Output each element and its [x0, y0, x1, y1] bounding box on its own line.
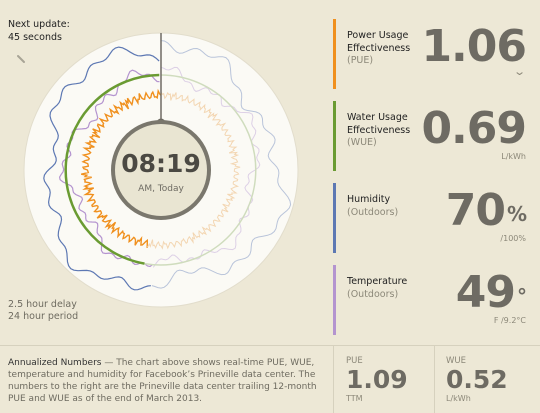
humidity-color-bar [333, 183, 336, 253]
annualized-lead: Annualized Numbers [8, 358, 102, 368]
temperature-series-line [58, 69, 160, 268]
ttm-wue-unit: L/kWh [446, 394, 471, 403]
clock-period: AM, Today [138, 184, 184, 194]
annualized-description: Annualized Numbers — The chart above sho… [8, 357, 328, 405]
pue-value: 1.06 [421, 21, 527, 72]
ttm-pue-label: PUE [346, 356, 363, 366]
footer-divider [434, 346, 435, 413]
humidity-title: Humidity [347, 194, 391, 205]
humidity-suffix: % [506, 202, 527, 226]
radial-chart: 08:19 AM, Today [23, 32, 299, 308]
temperature-series-faded [152, 66, 261, 268]
pue-subtitle: (PUE) [347, 55, 374, 66]
humidity-series-faded [151, 40, 292, 289]
ttm-wue-label: WUE [446, 356, 466, 366]
next-update-value: 45 seconds [8, 32, 62, 43]
temperature-color-bar [333, 265, 336, 335]
footer-divider [333, 346, 334, 413]
ttm-pue-unit: TTM [346, 394, 363, 403]
annualized-text: — The chart above shows real-time PUE, W… [8, 358, 317, 404]
metric-humidity[interactable]: Humidity (Outdoors) 70% /100% [333, 183, 540, 255]
metric-wue[interactable]: Water Usage Effectiveness (WUE) 0.69 L/k… [333, 101, 540, 173]
temperature-unit: F /9.2°C [493, 316, 526, 325]
ttm-pue-value: 1.09 [346, 365, 408, 394]
pue-series-line [81, 88, 162, 249]
humidity-series-line [43, 46, 160, 291]
period-text: 24 hour period [8, 311, 79, 322]
refresh-icon[interactable] [16, 54, 26, 64]
temperature-subtitle: (Outdoors) [347, 288, 399, 300]
wue-title: Water Usage Effectiveness [347, 112, 411, 136]
ttm-wue-value: 0.52 [446, 365, 508, 394]
pue-series-faded [146, 91, 241, 250]
humidity-subtitle: (Outdoors) [347, 206, 399, 218]
wue-value: 0.69 [421, 103, 527, 154]
annualized-footer: Annualized Numbers — The chart above sho… [0, 345, 540, 413]
temperature-suffix: ° [517, 284, 527, 308]
wue-color-bar [333, 101, 336, 171]
wue-subtitle: (WUE) [347, 137, 377, 148]
ttm-wue: WUE 0.52 L/kWh [446, 356, 508, 403]
wue-series-faded [144, 74, 257, 266]
ttm-pue: PUE 1.09 TTM [346, 356, 408, 403]
wue-unit: L/kWh [501, 152, 526, 161]
clock-face [111, 120, 211, 220]
chart-info: 2.5 hour delay 24 hour period [8, 299, 78, 323]
humidity-unit: /100% [500, 234, 526, 243]
chevron-down-icon[interactable]: ⌄ [512, 65, 526, 78]
pue-color-bar [333, 19, 336, 89]
metric-pue[interactable]: Power Usage Effectiveness (PUE) 1.06 ⌄ [333, 19, 540, 91]
metric-temperature[interactable]: Temperature (Outdoors) 49 ° F /9.2°C [333, 265, 540, 337]
delay-text: 2.5 hour delay [8, 299, 77, 310]
pue-title: Power Usage Effectiveness [347, 30, 411, 54]
humidity-number: 70 [445, 185, 506, 236]
humidity-value: 70% [445, 185, 527, 236]
wue-series-arc [64, 73, 160, 265]
temperature-value: 49 ° [455, 267, 527, 318]
next-update-label: Next update: [8, 19, 70, 30]
temperature-title: Temperature [347, 276, 408, 287]
next-update: Next update: 45 seconds [8, 18, 70, 44]
temperature-number: 49 [455, 267, 516, 318]
clock-time: 08:19 [121, 149, 201, 178]
